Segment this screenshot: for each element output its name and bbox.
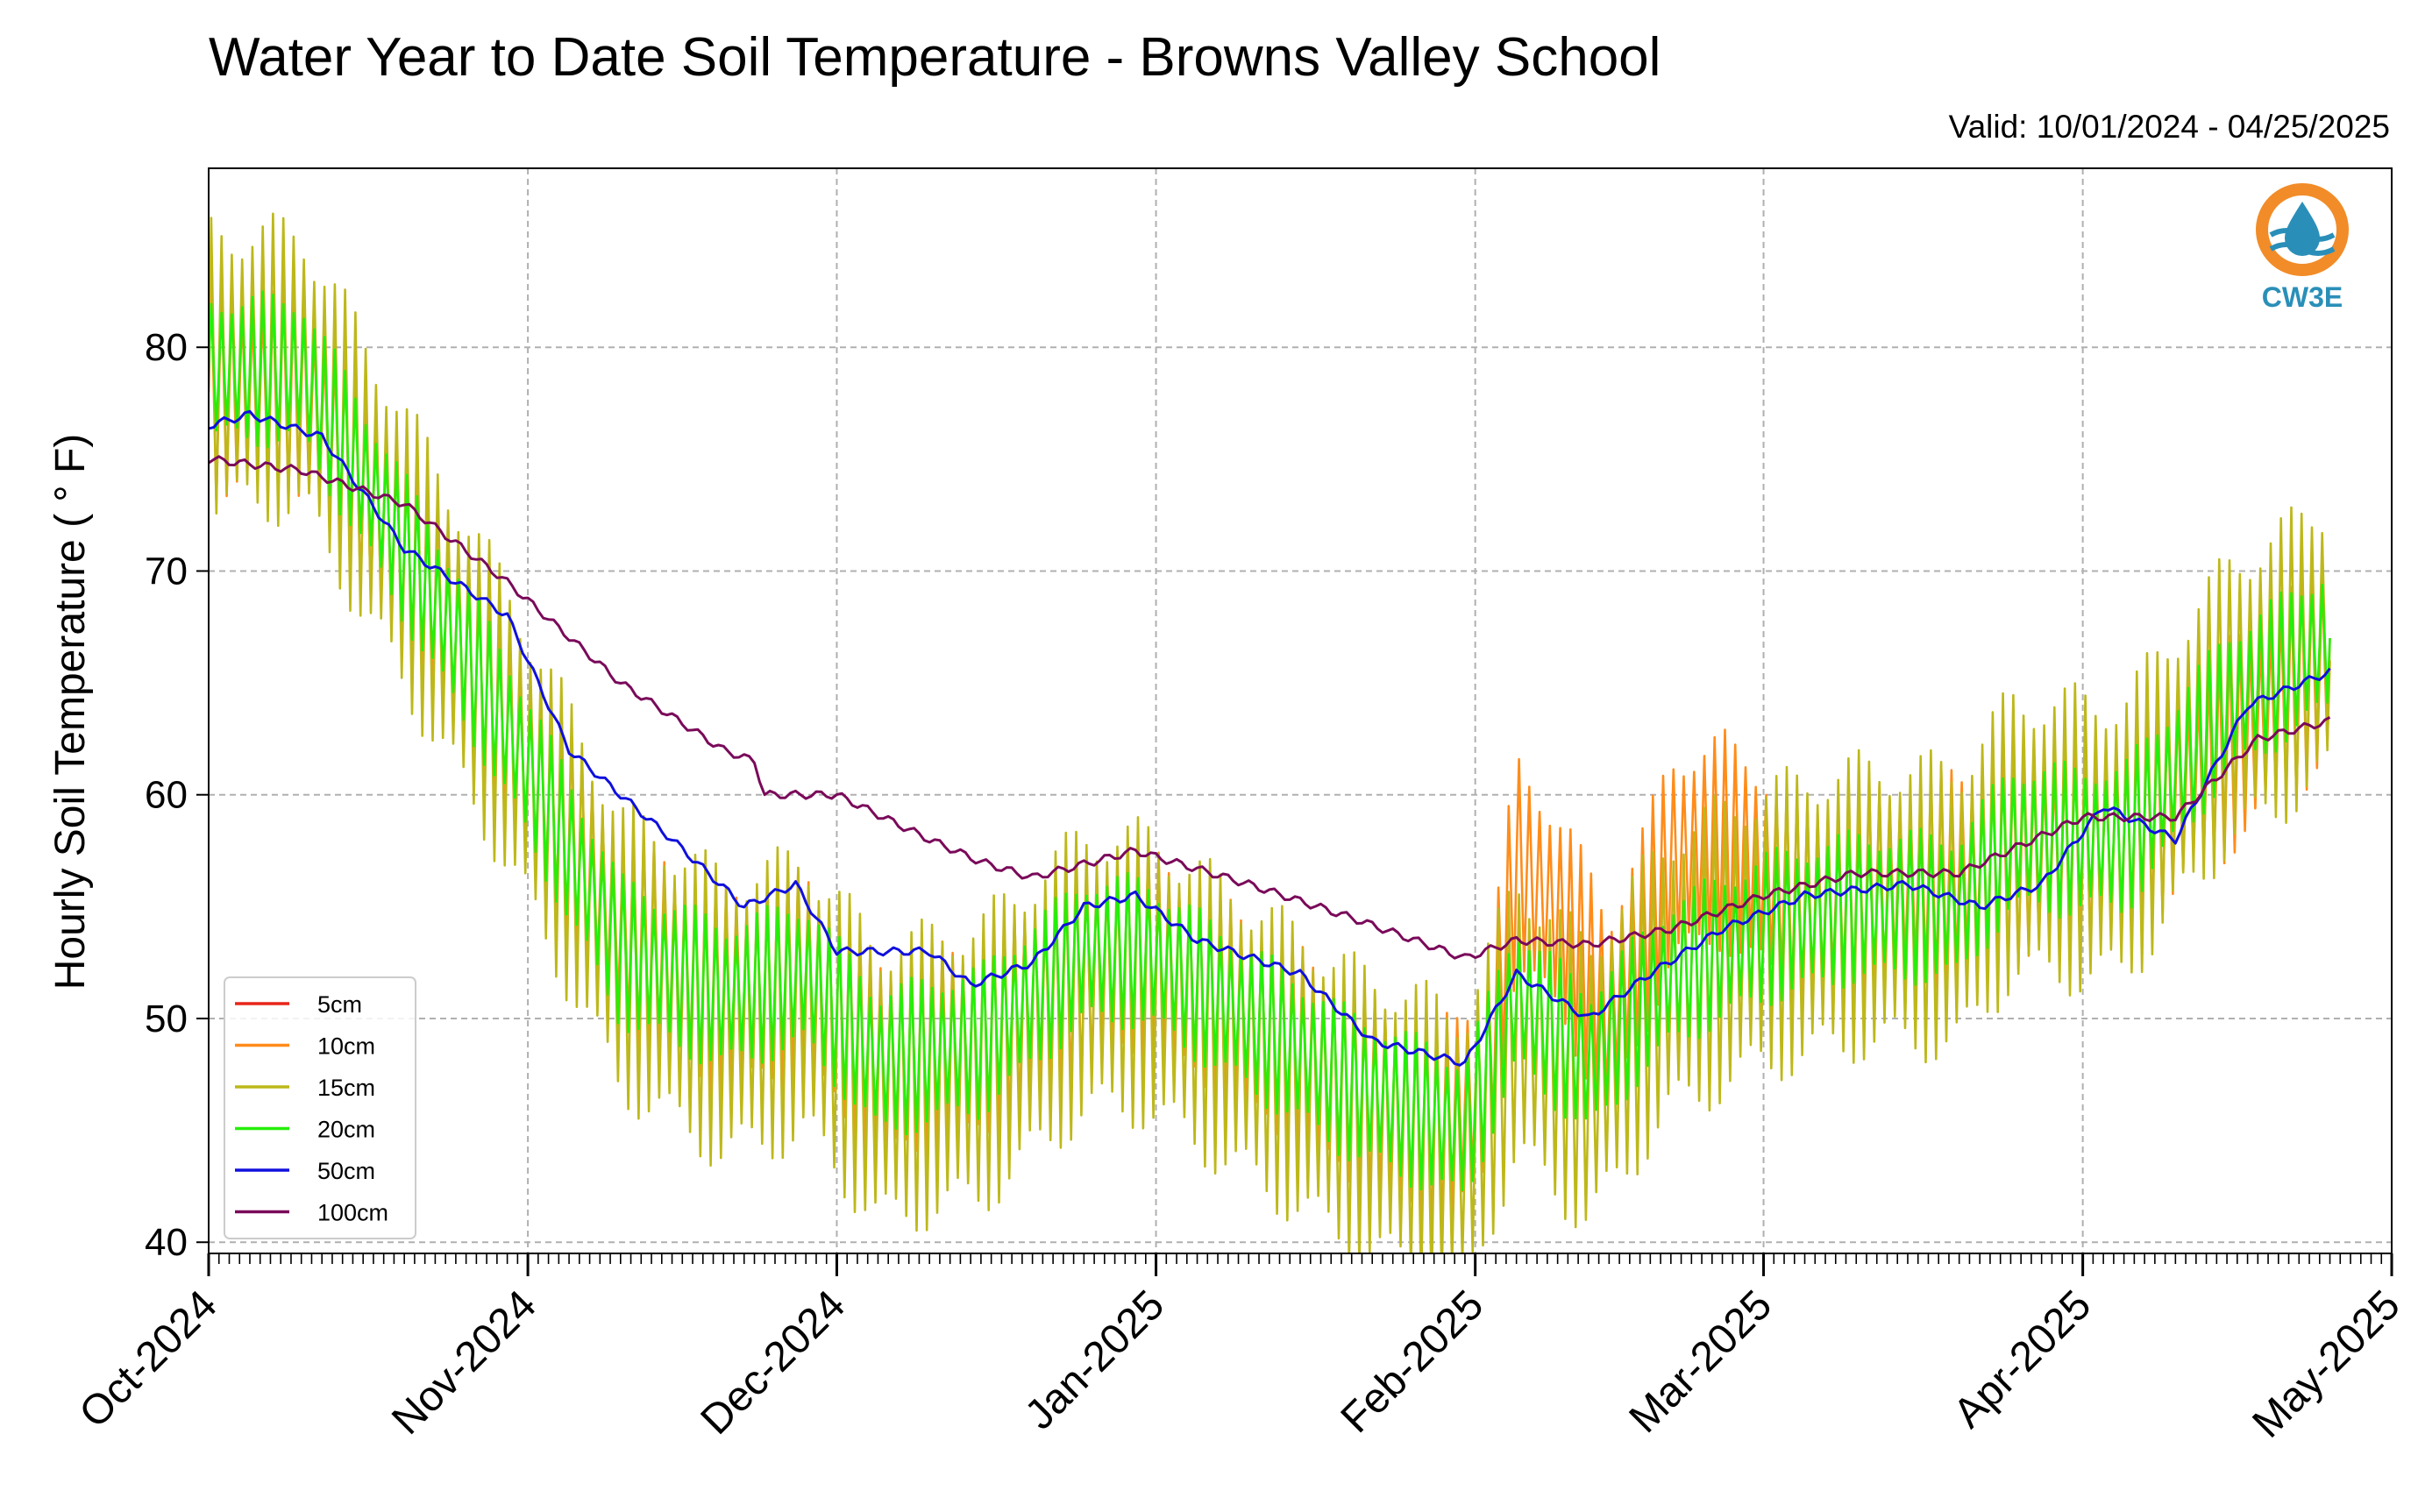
legend-label: 50cm: [317, 1158, 375, 1184]
chart-title: Water Year to Date Soil Temperature - Br…: [209, 27, 1661, 88]
y-tick-label: 50: [145, 997, 188, 1040]
y-tick-label: 60: [145, 774, 188, 817]
x-tick-label: Mar-2025: [1621, 1281, 1781, 1442]
valid-date-range: Valid: 10/01/2024 - 04/25/2025: [1948, 109, 2390, 145]
water-drop-icon: [2285, 202, 2320, 256]
legend-label: 100cm: [317, 1200, 388, 1226]
y-tick-label: 40: [145, 1221, 188, 1264]
series-line-20cm: [209, 290, 2331, 1191]
legend-label: 10cm: [317, 1033, 375, 1060]
logo-text: CW3E: [2262, 281, 2343, 313]
y-tick-label: 80: [145, 326, 188, 369]
series-line-50cm: [209, 409, 2331, 1067]
x-tick-label: Nov-2024: [383, 1281, 545, 1444]
x-tick-label: Apr-2025: [1945, 1281, 2100, 1437]
y-axis-label: Hourly Soil Temperature ( ° F): [47, 434, 94, 990]
legend-frame: [224, 976, 416, 1239]
cw3e-logo: CW3E: [2256, 183, 2349, 313]
x-tick-label: Jan-2025: [1016, 1281, 1173, 1438]
x-tick-label: Oct-2024: [71, 1281, 226, 1437]
wave-icon: [2269, 242, 2336, 256]
x-tick-label: Feb-2025: [1333, 1281, 1493, 1442]
legend: 5cm 10cm 15cm 20cm 50cm 100cm: [224, 976, 416, 1239]
legend-label: 15cm: [317, 1075, 375, 1101]
legend-label: 5cm: [317, 991, 362, 1018]
series-layer: [209, 212, 2331, 1253]
y-tick-label: 70: [145, 550, 188, 593]
legend-label: 20cm: [317, 1117, 375, 1143]
series-line-15cm: [209, 212, 2331, 1253]
x-tick-label: May-2025: [2244, 1281, 2408, 1446]
series-line-100cm: [209, 455, 2331, 960]
wave-icon: [2269, 228, 2336, 242]
x-tick-label: Dec-2024: [693, 1281, 855, 1444]
